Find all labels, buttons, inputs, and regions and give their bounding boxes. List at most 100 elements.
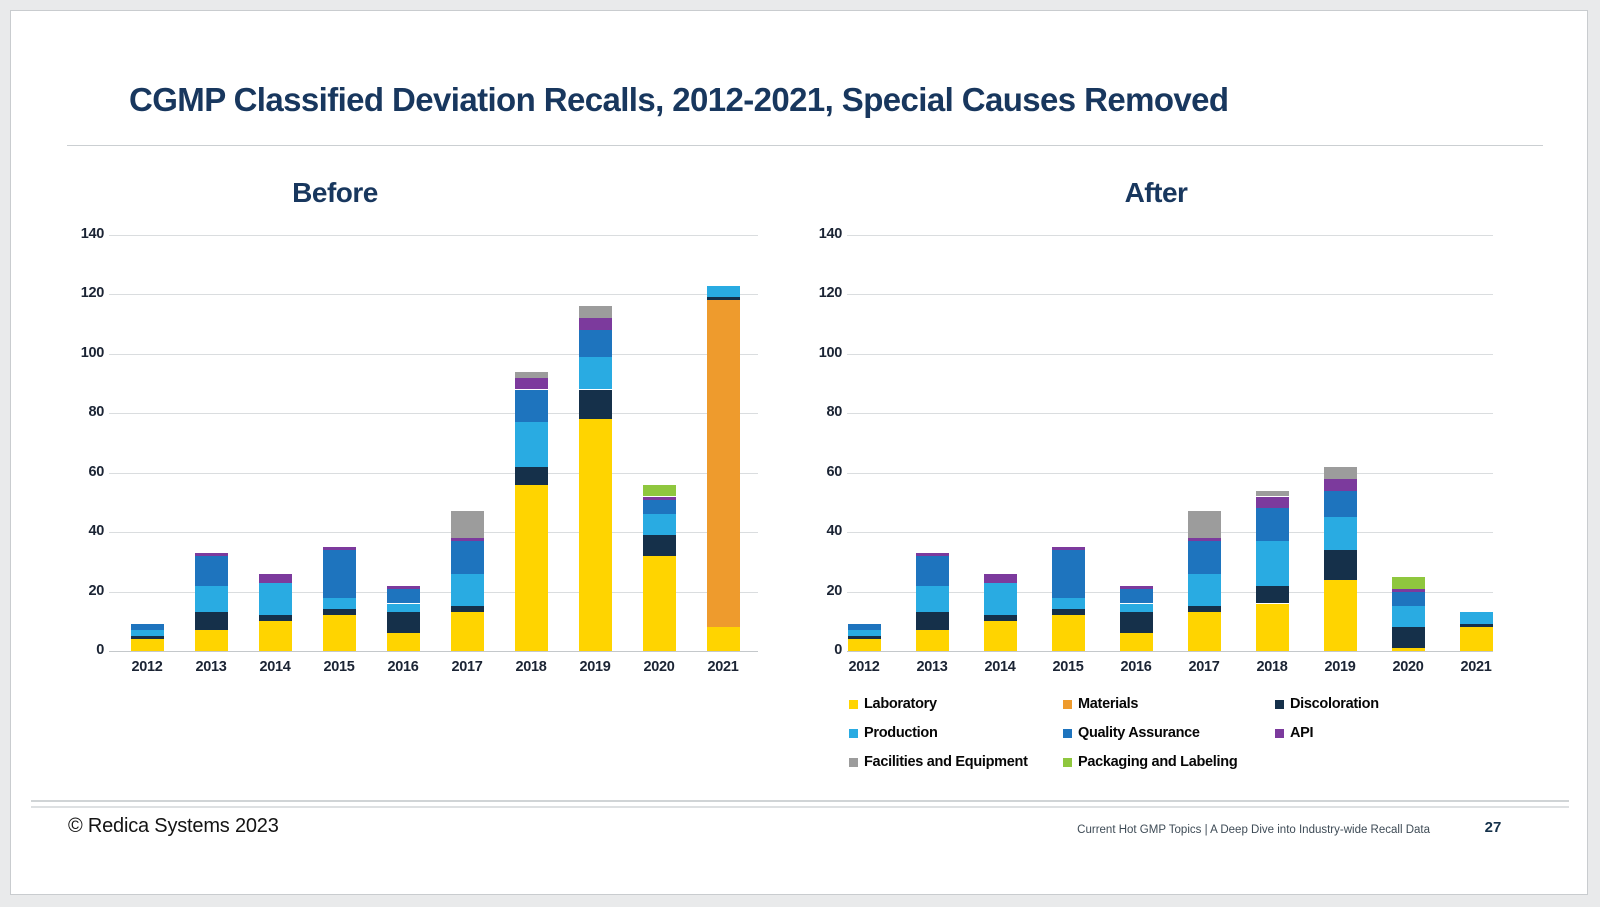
- bar-segment-laboratory-2021: [1459, 627, 1493, 651]
- x-tick-label: 2017: [1188, 659, 1220, 675]
- x-tick-label: 2017: [451, 659, 483, 675]
- legend-swatch-quality-assurance: [1063, 728, 1072, 738]
- bar-segment-api-2019: [1323, 478, 1357, 491]
- bar-segment-quality-assurance-2013: [915, 555, 949, 586]
- bar-segment-quality-assurance-2013: [194, 555, 228, 586]
- bar-segment-laboratory-2013: [915, 630, 949, 651]
- bar-segment-quality-assurance-2017: [450, 541, 484, 574]
- bar-segment-api-2018: [514, 377, 548, 390]
- legend-label: API: [1290, 725, 1314, 741]
- legend-item-materials: Materials: [1063, 693, 1275, 715]
- gridline: [109, 591, 758, 593]
- bar-segment-quality-assurance-2020: [642, 499, 676, 515]
- bar-segment-production-2015: [322, 597, 356, 610]
- bar-segment-api-2013: [915, 552, 949, 556]
- gridline: [109, 413, 758, 415]
- bar-segment-quality-assurance-2015: [322, 550, 356, 598]
- x-tick-label: 2018: [515, 659, 547, 675]
- legend-label: Quality Assurance: [1078, 725, 1200, 741]
- bar-segment-production-2019: [578, 356, 612, 390]
- bar-segment-production-2016: [1119, 603, 1153, 613]
- bar-segment-discoloration-2016: [386, 612, 420, 634]
- x-tick-label: 2019: [1324, 659, 1356, 675]
- legend-label: Laboratory: [864, 696, 937, 712]
- bar-segment-production-2014: [983, 582, 1017, 616]
- bar-segment-quality-assurance-2019: [578, 330, 612, 357]
- chart-before-title: Before: [292, 177, 378, 208]
- bar-segment-production-2017: [1187, 573, 1221, 607]
- bar-segment-api-2020: [1391, 588, 1425, 592]
- chart-before-plot: 0 20 40 60 80 100 120 140 2012 2013 2014 2015 2016 20…: [11, 11, 1587, 894]
- x-tick-label: 2020: [1392, 659, 1424, 675]
- bar-segment-quality-assurance-2019: [1323, 490, 1357, 518]
- bar-segment-discoloration-2016: [1119, 612, 1153, 634]
- legend-item-laboratory: Laboratory: [849, 693, 1063, 715]
- legend-label: Packaging and Labeling: [1078, 754, 1238, 770]
- footer-page-number: 27: [1484, 819, 1502, 836]
- bar-segment-production-2019: [1323, 517, 1357, 550]
- bar-segment-quality-assurance-2015: [1051, 550, 1085, 598]
- footer-copyright: © Redica Systems 2023: [68, 815, 279, 837]
- bar-segment-laboratory-2014: [258, 621, 292, 651]
- bar-segment-laboratory-2015: [1051, 615, 1085, 651]
- x-tick-label: 2016: [1120, 659, 1152, 675]
- bar-segment-quality-assurance-2018: [1255, 508, 1289, 542]
- y-tick-label: 100: [80, 344, 105, 361]
- bar-segment-laboratory-2018: [514, 484, 548, 651]
- x-tick-label: 2013: [195, 659, 227, 675]
- x-tick-label: 2018: [1256, 659, 1288, 675]
- bar-segment-discoloration-2020: [642, 535, 676, 556]
- bar-segment-packaging-and-labeling-2020: [642, 484, 676, 497]
- bar-segment-laboratory-2016: [386, 633, 420, 651]
- bar-segment-production-2013: [915, 585, 949, 613]
- x-tick-label: 2012: [131, 659, 163, 675]
- bar-segment-facilities-and-equipment-2019: [578, 306, 612, 319]
- bar-segment-production-2018: [1255, 541, 1289, 586]
- bar-segment-discoloration-2021: [1459, 624, 1493, 628]
- bar-segment-laboratory-2020: [642, 555, 676, 651]
- bar-segment-laboratory-2017: [1187, 612, 1221, 651]
- bar-segment-api-2014: [258, 573, 292, 583]
- gridline: [847, 472, 1493, 474]
- legend-label: Facilities and Equipment: [864, 754, 1028, 770]
- legend: Laboratory Materials Discoloration Producti…: [849, 693, 1505, 773]
- slide: CGMP Classified Deviation Recalls, 2012-…: [10, 10, 1588, 895]
- bar-segment-discoloration-2020: [1391, 627, 1425, 648]
- y-tick-label: 40: [826, 523, 842, 540]
- bar-segment-discoloration-2017: [1187, 606, 1221, 613]
- gridline: [109, 353, 758, 355]
- bar-segment-laboratory-2018: [1255, 603, 1289, 651]
- x-axis-line: [109, 651, 758, 652]
- gridline: [847, 413, 1493, 415]
- bar-segment-quality-assurance-2016: [1119, 588, 1153, 604]
- legend-swatch-production: [849, 728, 858, 738]
- bar-segment-api-2015: [322, 547, 356, 550]
- bar-segment-discoloration-2018: [514, 466, 548, 485]
- legend-swatch-materials: [1063, 699, 1072, 709]
- footer-divider-top: [31, 800, 1569, 802]
- chart-after-title: After: [1124, 177, 1188, 208]
- bar-segment-discoloration-2012: [130, 636, 164, 640]
- y-tick-label: 20: [88, 582, 104, 599]
- bar-segment-quality-assurance-2020: [1391, 591, 1425, 607]
- bar-segment-quality-assurance-2018: [514, 389, 548, 423]
- bar-segment-laboratory-2019: [1323, 579, 1357, 651]
- bar-segment-quality-assurance-2012: [847, 624, 881, 631]
- y-tick-label: 100: [818, 344, 843, 361]
- legend-swatch-laboratory: [849, 699, 858, 709]
- bar-segment-quality-assurance-2012: [130, 624, 164, 631]
- gridline: [847, 532, 1493, 534]
- y-tick-label: 80: [88, 404, 104, 421]
- x-tick-label: 2020: [643, 659, 675, 675]
- bar-segment-packaging-and-labeling-2020: [1391, 576, 1425, 589]
- x-tick-label: 2021: [707, 659, 739, 675]
- x-tick-label: 2015: [1052, 659, 1084, 675]
- bar-segment-discoloration-2012: [847, 636, 881, 640]
- legend-swatch-discoloration: [1275, 699, 1284, 709]
- bar-segment-api-2017: [450, 538, 484, 542]
- bar-segment-api-2016: [1119, 585, 1153, 589]
- bar-segment-quality-assurance-2017: [1187, 541, 1221, 574]
- bar-segment-discoloration-2015: [322, 609, 356, 616]
- bar-segment-production-2012: [130, 630, 164, 637]
- bar-segment-facilities-and-equipment-2018: [514, 371, 548, 378]
